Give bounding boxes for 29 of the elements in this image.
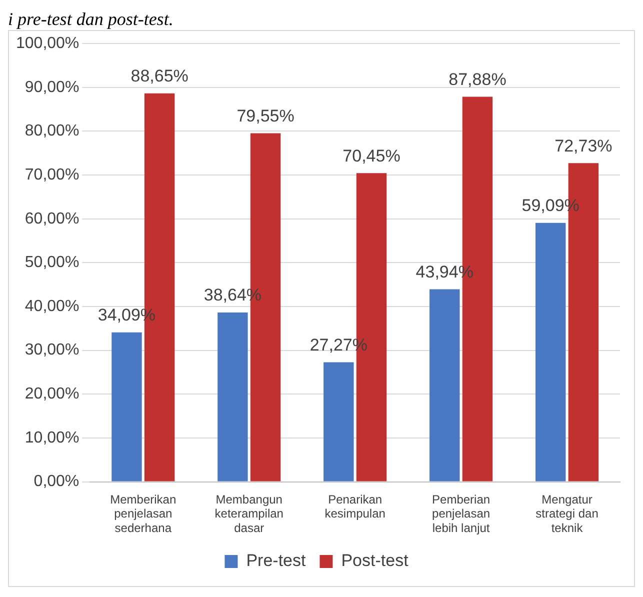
x-tick-label: Membangun keterampilan dasar: [214, 492, 284, 536]
y-tick-label: 0,00%: [34, 473, 80, 490]
data-label: 72,73%: [554, 136, 612, 156]
legend-label: Pre-test: [246, 551, 306, 570]
x-tick-label: Penarikan kesimpulan: [324, 492, 386, 521]
y-tick-label: 90,00%: [24, 78, 80, 96]
data-label: 79,55%: [236, 106, 294, 126]
text: i pre-test dan post-test.: [8, 8, 174, 30]
y-tick-label: 70,00%: [24, 166, 80, 184]
y-tick-label: 40,00%: [24, 298, 80, 315]
bar: [430, 289, 460, 482]
y-tick-label: 80,00%: [24, 122, 80, 140]
y-tick-label: 30,00%: [24, 342, 80, 359]
x-tick-label: Pemberian penjelasan lebih lanjut: [432, 492, 490, 536]
legend-label: Post-test: [341, 551, 409, 570]
x-tick-label: Memberikan penjelasan sederhana: [110, 492, 176, 536]
y-tick-label: 60,00%: [24, 210, 80, 228]
y-tick-label: 50,00%: [24, 254, 80, 272]
y-tick-label: 100,00%: [16, 35, 80, 52]
bar: [324, 362, 354, 482]
data-label: 88,65%: [130, 66, 188, 86]
bar: [535, 222, 566, 482]
y-tick-label: 10,00%: [24, 429, 80, 446]
data-label: 70,45%: [342, 146, 400, 166]
bar: [218, 312, 248, 482]
y-tick-label: 20,00%: [24, 386, 80, 403]
bar: [112, 332, 142, 482]
x-tick-label: Mengatur strategi dan teknik: [536, 492, 598, 536]
data-label: 87,88%: [448, 70, 506, 89]
